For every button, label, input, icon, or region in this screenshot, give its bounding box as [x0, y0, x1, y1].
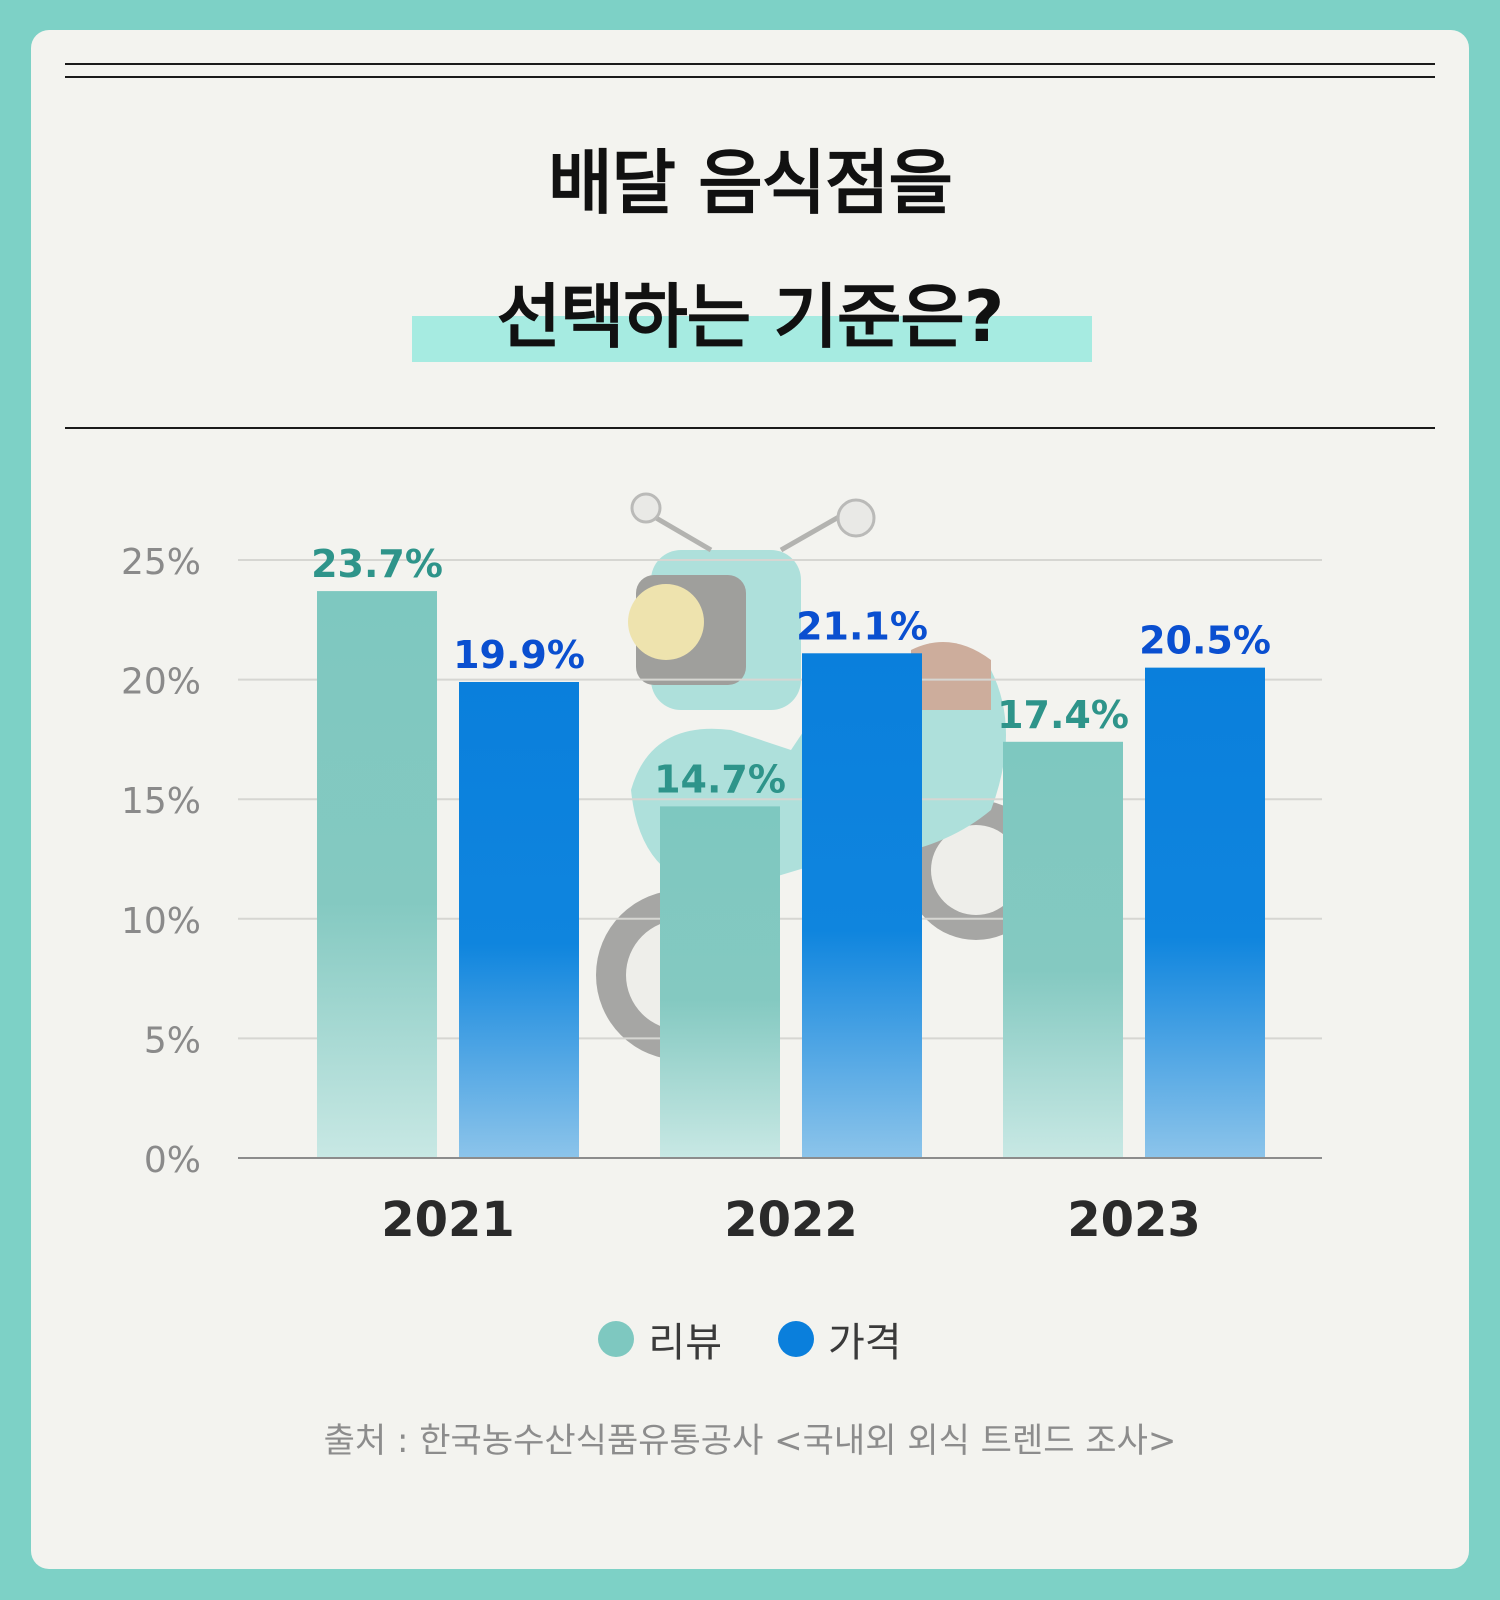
bar-review-2023 [1003, 741, 1123, 1158]
infographic-card: 배달 음식점을 선택하는 기준은? [31, 30, 1469, 1569]
data-labels: 23.7% 19.9% 14.7% 21.1% 17.4%20.5% [311, 542, 1271, 801]
x-tick-label: 2021 [381, 1192, 515, 1248]
bar-price-2023 [1145, 667, 1265, 1158]
legend-label-review: 리뷰 [648, 1320, 722, 1366]
legend-label-price: 가격 [828, 1320, 902, 1366]
legend-dot-review [598, 1321, 635, 1357]
legend-item-review: 리뷰 [598, 1310, 722, 1368]
bar-price-2021 [459, 681, 579, 1158]
y-tick-label: 15% [121, 781, 201, 822]
bar-price-2022 [802, 653, 922, 1158]
x-axis: 2021 2022 2023 [381, 1192, 1201, 1248]
y-tick-label: 0% [144, 1140, 201, 1181]
data-label: 21.1% [796, 604, 928, 648]
data-label: 23.7% [311, 542, 443, 586]
y-axis: 0% 5% 10% 15% 20% 25% [121, 542, 201, 1181]
bar-chart: 0% 5% 10% 15% 20% 25% 23.7% 19.9% 14.7% 21.1% 17.… [121, 492, 1322, 1248]
top-rule-double [65, 76, 1435, 78]
x-tick-label: 2023 [1067, 1192, 1201, 1248]
data-label: 14.7% [654, 757, 786, 801]
title-highlight [412, 316, 1092, 362]
top-rule [65, 63, 1435, 65]
y-tick-label: 5% [144, 1020, 201, 1061]
title-line-2: 선택하는 기준은? [496, 276, 1005, 358]
data-label: 17.4% [997, 693, 1129, 737]
y-tick-label: 10% [121, 901, 201, 942]
data-label: 19.9% [453, 633, 585, 677]
title-divider [65, 427, 1435, 429]
bar-review-2021 [317, 591, 437, 1158]
source-note: 출처 : 한국농수산식품유통공사 <국내외 외식 트렌드 조사> [323, 1421, 1177, 1461]
data-label: 20.5% [1139, 619, 1271, 663]
legend-dot-price [778, 1321, 814, 1357]
y-tick-label: 25% [121, 542, 201, 583]
legend: 리뷰 가격 [31, 1310, 1469, 1368]
bar-review-2022 [660, 806, 780, 1158]
bars [317, 591, 1265, 1158]
legend-item-price: 가격 [778, 1310, 902, 1368]
x-tick-label: 2022 [724, 1192, 858, 1248]
y-tick-label: 20% [121, 662, 201, 703]
title-line-1: 배달 음식점을 [548, 142, 953, 224]
